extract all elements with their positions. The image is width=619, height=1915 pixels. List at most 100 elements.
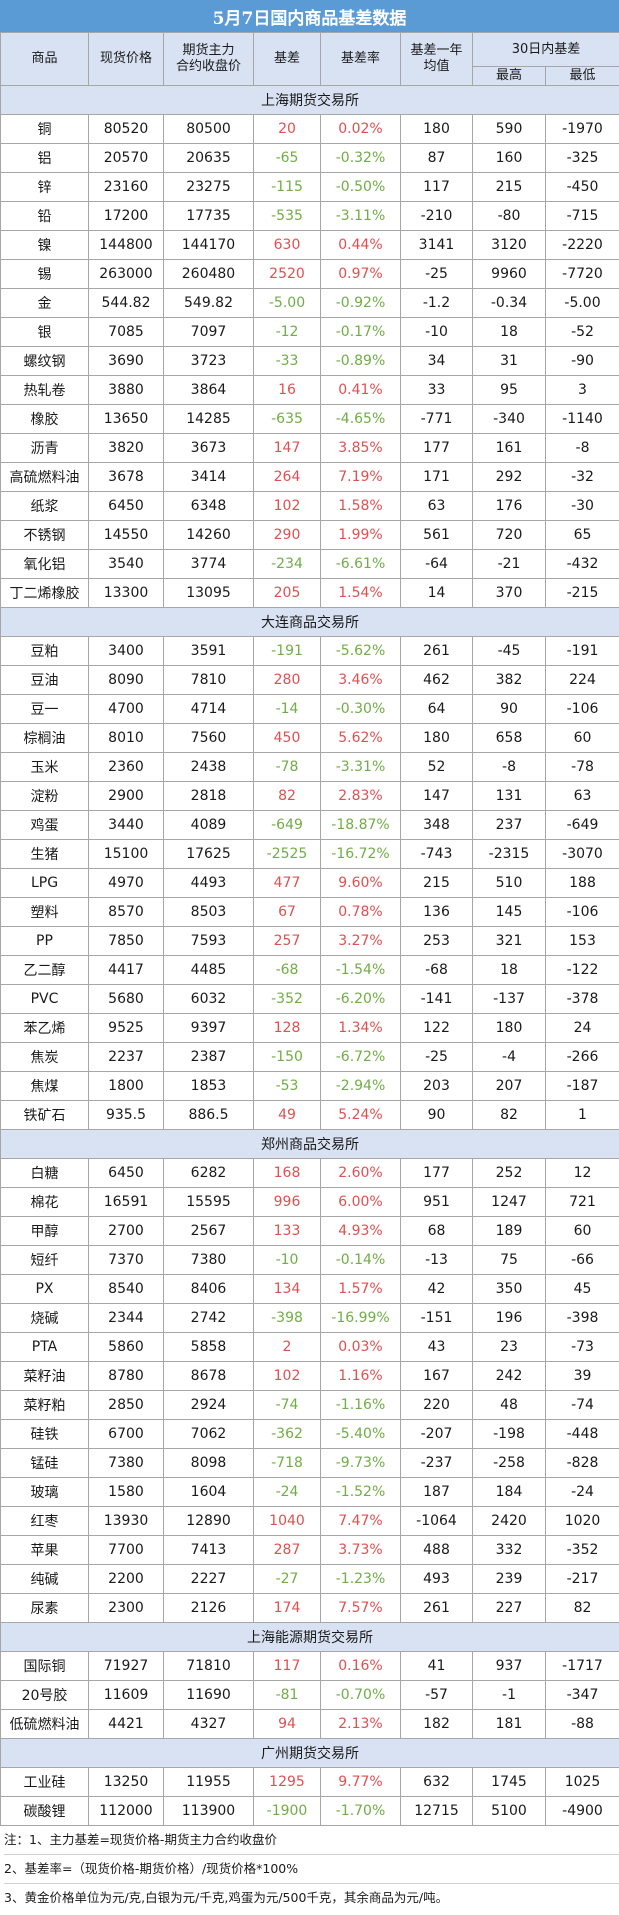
cell-spot: 8780: [88, 1361, 164, 1391]
cell-futures: 17625: [163, 839, 254, 869]
cell-basis-rate: -1.70%: [320, 1796, 401, 1826]
cell-basis: 1295: [253, 1767, 321, 1797]
cell-high: -0.34: [472, 288, 546, 318]
cell-basis: 174: [253, 1593, 321, 1623]
cell-name: 工业硅: [0, 1767, 89, 1797]
cell-high: 658: [472, 723, 546, 753]
cell-name: 锡: [0, 259, 89, 289]
cell-avg: -743: [400, 839, 473, 869]
cell-futures: 3723: [163, 346, 254, 376]
cell-low: 65: [544, 520, 619, 550]
cell-avg: 951: [400, 1187, 473, 1217]
cell-futures: 14285: [163, 404, 254, 434]
cell-basis: 2: [253, 1332, 321, 1362]
table-row: 工业硅 13250 11955 1295 9.77% 632 1745 1025: [0, 1767, 619, 1797]
cell-low: 12: [544, 1158, 619, 1188]
table-row: 红枣 13930 12890 1040 7.47% -1064 2420 1020: [0, 1506, 619, 1536]
cell-avg: 63: [400, 491, 473, 521]
header-avg: 基差一年 均值: [400, 32, 473, 86]
cell-spot: 4417: [88, 955, 164, 985]
cell-avg: -141: [400, 984, 473, 1014]
cell-high: 31: [472, 346, 546, 376]
cell-low: -2220: [544, 230, 619, 260]
cell-basis: -635: [253, 404, 321, 434]
cell-basis-rate: -1.23%: [320, 1564, 401, 1594]
cell-spot: 13650: [88, 404, 164, 434]
cell-basis-rate: 0.02%: [320, 114, 401, 144]
cell-high: 189: [472, 1216, 546, 1246]
cell-basis-rate: 6.00%: [320, 1187, 401, 1217]
cell-futures: 260480: [163, 259, 254, 289]
cell-high: -137: [472, 984, 546, 1014]
cell-futures: 7062: [163, 1419, 254, 1449]
cell-name: 不锈钢: [0, 520, 89, 550]
cell-basis: 128: [253, 1013, 321, 1043]
cell-basis-rate: -3.31%: [320, 752, 401, 782]
cell-basis-rate: -16.72%: [320, 839, 401, 869]
cell-high: 18: [472, 317, 546, 347]
cell-basis-rate: -1.54%: [320, 955, 401, 985]
cell-low: -1717: [544, 1651, 619, 1681]
cell-high: 196: [472, 1303, 546, 1333]
cell-futures: 3864: [163, 375, 254, 405]
cell-basis-rate: 1.54%: [320, 578, 401, 608]
header-futures: 期货主力 合约收盘价: [163, 32, 254, 86]
cell-futures: 6032: [163, 984, 254, 1014]
cell-low: -828: [544, 1448, 619, 1478]
cell-futures: 7380: [163, 1245, 254, 1275]
cell-basis-rate: 5.62%: [320, 723, 401, 753]
cell-avg: 3141: [400, 230, 473, 260]
table-row: PP 7850 7593 257 3.27% 253 321 153: [0, 926, 619, 956]
cell-name: 生猪: [0, 839, 89, 869]
cell-basis: -398: [253, 1303, 321, 1333]
cell-futures: 8678: [163, 1361, 254, 1391]
cell-futures: 2567: [163, 1216, 254, 1246]
cell-name: 纸浆: [0, 491, 89, 521]
cell-avg: -13: [400, 1245, 473, 1275]
cell-basis: 290: [253, 520, 321, 550]
cell-spot: 3690: [88, 346, 164, 376]
cell-basis: 117: [253, 1651, 321, 1681]
cell-basis-rate: -0.32%: [320, 143, 401, 173]
cell-name: 棕榈油: [0, 723, 89, 753]
cell-name: 橡胶: [0, 404, 89, 434]
cell-low: -7720: [544, 259, 619, 289]
cell-low: 153: [544, 926, 619, 956]
cell-name: 苹果: [0, 1535, 89, 1565]
table-row: 甲醇 2700 2567 133 4.93% 68 189 60: [0, 1216, 619, 1246]
cell-high: -198: [472, 1419, 546, 1449]
cell-low: 1020: [544, 1506, 619, 1536]
cell-basis: -362: [253, 1419, 321, 1449]
header-range30: 30日内基差: [471, 32, 619, 67]
cell-name: 乙二醇: [0, 955, 89, 985]
cell-high: 2420: [472, 1506, 546, 1536]
cell-avg: 43: [400, 1332, 473, 1362]
cell-low: -52: [544, 317, 619, 347]
cell-spot: 263000: [88, 259, 164, 289]
cell-basis-rate: -3.11%: [320, 201, 401, 231]
cell-basis: 205: [253, 578, 321, 608]
cell-basis: 630: [253, 230, 321, 260]
cell-low: -352: [544, 1535, 619, 1565]
cell-basis-rate: 0.97%: [320, 259, 401, 289]
cell-basis: 2520: [253, 259, 321, 289]
cell-futures: 11690: [163, 1680, 254, 1710]
note-3: 3、黄金价格单位为元/克,白银为元/千克,鸡蛋为元/500千克，其余商品为元/吨…: [4, 1890, 449, 1905]
cell-low: -74: [544, 1390, 619, 1420]
cell-futures: 8098: [163, 1448, 254, 1478]
table-row: 锰硅 7380 8098 -718 -9.73% -237 -258 -828: [0, 1448, 619, 1478]
header-avg-line2: 均值: [423, 59, 450, 74]
table-row: 镍 144800 144170 630 0.44% 3141 3120 -2220: [0, 230, 619, 260]
table-row: LPG 4970 4493 477 9.60% 215 510 188: [0, 868, 619, 898]
cell-spot: 7700: [88, 1535, 164, 1565]
cell-name: 白糖: [0, 1158, 89, 1188]
table-row: 氧化铝 3540 3774 -234 -6.61% -64 -21 -432: [0, 549, 619, 579]
cell-avg: 215: [400, 868, 473, 898]
cell-avg: 261: [400, 636, 473, 666]
cell-futures: 3591: [163, 636, 254, 666]
cell-low: -73: [544, 1332, 619, 1362]
cell-spot: 2900: [88, 781, 164, 811]
table-row: 苯乙烯 9525 9397 128 1.34% 122 180 24: [0, 1013, 619, 1043]
cell-basis: -74: [253, 1390, 321, 1420]
